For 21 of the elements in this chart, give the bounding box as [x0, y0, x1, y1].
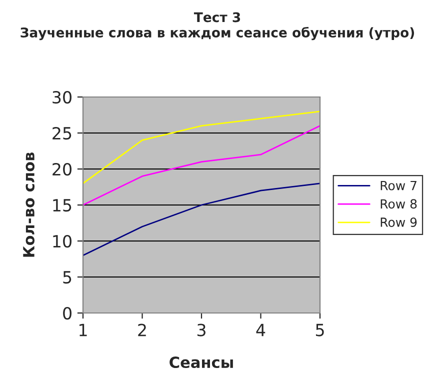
x-tick-label: 1: [80, 324, 87, 336]
y-axis-title: Кол-во слов: [23, 152, 35, 257]
x-axis-title: Сеансы: [170, 356, 233, 368]
legend-label: Row 8: [380, 199, 417, 209]
y-tick-label: 0: [63, 306, 72, 320]
line-series: [83, 182, 320, 256]
line-series: [83, 125, 320, 206]
x-tick-label: 5: [316, 324, 324, 336]
x-tick-label: 4: [256, 324, 266, 336]
y-tick-label: 20: [52, 162, 72, 176]
line-series: [83, 110, 320, 184]
legend-label: Row 7: [380, 180, 416, 190]
x-tick-label: 3: [197, 324, 206, 336]
y-tick-label: 5: [63, 271, 72, 284]
y-tick-label: 30: [52, 90, 72, 104]
x-tick-label: 2: [138, 324, 146, 336]
y-tick-label: 25: [52, 126, 72, 140]
y-tick-label: 15: [53, 199, 72, 212]
chart-title: Тест 3 Заученные слова в каждом сеансе обучения (утро): [20, 12, 414, 40]
legend-label: Row 9: [380, 218, 417, 227]
y-tick-label: 10: [53, 234, 72, 248]
